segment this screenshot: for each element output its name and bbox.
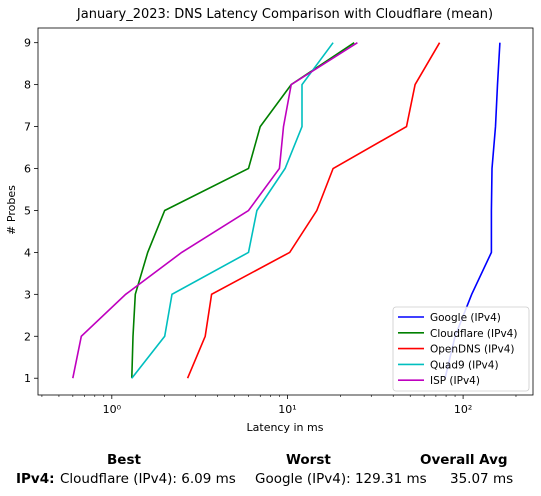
summary-header-worst: Worst [286, 452, 331, 468]
series-line-4 [72, 42, 358, 379]
legend-label-0: Google (IPv4) [430, 312, 501, 324]
chart-title: January_2023: DNS Latency Comparison wit… [76, 7, 493, 22]
x-tick-label: 10² [454, 403, 472, 416]
x-tick-label: 10¹ [278, 403, 296, 416]
y-tick-label: 3 [24, 288, 31, 301]
y-tick-label: 7 [24, 121, 31, 134]
series-line-2 [186, 42, 441, 379]
summary-avg-value: 35.07 ms [450, 471, 514, 487]
x-tick-label: 10⁰ [103, 403, 122, 416]
legend-box [392, 306, 530, 392]
y-tick-label: 5 [24, 204, 31, 217]
legend-label-3: Quad9 (IPv4) [430, 359, 499, 371]
y-tick-label: 1 [24, 372, 31, 385]
y-axis-label: # Probes [5, 185, 18, 235]
y-tick-label: 6 [24, 163, 31, 176]
legend-label-1: Cloudflare (IPv4) [430, 328, 517, 340]
plot-frame [37, 27, 534, 396]
series-line-1 [131, 42, 355, 379]
y-tick-label: 4 [24, 246, 31, 259]
y-tick-label: 8 [24, 79, 31, 92]
legend-label-4: ISP (IPv4) [430, 375, 480, 387]
series-line-3 [131, 42, 334, 379]
summary-worst-value: Google (IPv4): 129.31 ms [255, 471, 427, 487]
x-axis-label: Latency in ms [247, 421, 324, 434]
legend-label-2: OpenDNS (IPv4) [430, 344, 515, 356]
summary-header-avg: Overall Avg [420, 452, 508, 468]
y-tick-label: 9 [24, 37, 31, 50]
summary-row-label: IPv4: [16, 471, 55, 487]
summary-header-best: Best [107, 452, 141, 468]
summary-best-value: Cloudflare (IPv4): 6.09 ms [60, 471, 236, 487]
y-tick-label: 2 [24, 330, 31, 343]
chart-canvas: January_2023: DNS Latency Comparison wit… [5, 7, 534, 434]
